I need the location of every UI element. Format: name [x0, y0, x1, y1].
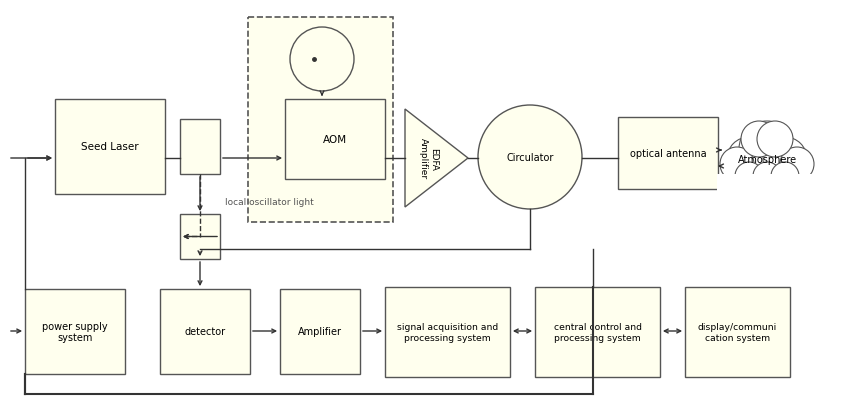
Text: Seed Laser: Seed Laser [82, 142, 139, 152]
Text: optical antenna: optical antenna [630, 148, 706, 159]
Text: display/communi
cation system: display/communi cation system [698, 323, 777, 342]
Text: EDFA
Amplifier: EDFA Amplifier [419, 138, 438, 179]
Bar [160, 289, 250, 374]
Circle shape [720, 148, 754, 182]
Text: power supply
system: power supply system [42, 321, 108, 342]
Circle shape [753, 163, 781, 191]
Circle shape [478, 106, 582, 209]
Bar [385, 287, 510, 377]
Bar [180, 120, 220, 175]
Text: Atmosphere: Atmosphere [737, 155, 796, 164]
Bar [180, 214, 220, 259]
Text: central control and
processing system: central control and processing system [553, 323, 642, 342]
Text: Amplifier: Amplifier [298, 327, 342, 337]
Bar [535, 287, 660, 377]
Circle shape [727, 138, 771, 182]
Circle shape [739, 122, 795, 178]
Bar [280, 289, 360, 374]
Circle shape [780, 148, 814, 182]
Bar [248, 18, 393, 222]
Circle shape [757, 122, 793, 157]
Text: detector: detector [184, 327, 226, 337]
Circle shape [741, 122, 777, 157]
Bar [25, 289, 125, 374]
Bar [685, 287, 790, 377]
Bar [618, 118, 718, 189]
Text: AOM: AOM [323, 135, 347, 145]
Circle shape [763, 138, 807, 182]
Bar [55, 100, 165, 195]
Circle shape [771, 163, 799, 191]
Text: Circulator: Circulator [506, 153, 553, 163]
Bar [285, 100, 385, 180]
Text: signal acquisition and
processing system: signal acquisition and processing system [397, 323, 498, 342]
Polygon shape [405, 110, 468, 207]
Text: local oscillator light: local oscillator light [225, 198, 314, 207]
Circle shape [735, 163, 763, 191]
Bar [717, 175, 817, 204]
